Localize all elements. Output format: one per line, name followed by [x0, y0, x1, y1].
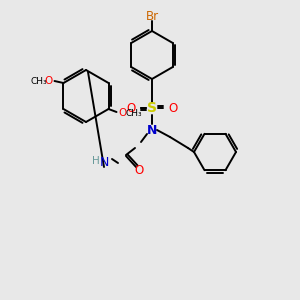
- Text: CH₃: CH₃: [30, 76, 47, 85]
- Text: CH₃: CH₃: [125, 109, 142, 118]
- Text: O: O: [126, 101, 136, 115]
- Text: H: H: [92, 156, 100, 166]
- Text: O: O: [118, 108, 127, 118]
- Text: Br: Br: [146, 11, 159, 23]
- Text: O: O: [134, 164, 144, 178]
- Text: O: O: [168, 101, 178, 115]
- Text: S: S: [147, 101, 157, 115]
- Text: N: N: [99, 155, 109, 169]
- Text: O: O: [44, 76, 52, 86]
- Text: N: N: [147, 124, 157, 136]
